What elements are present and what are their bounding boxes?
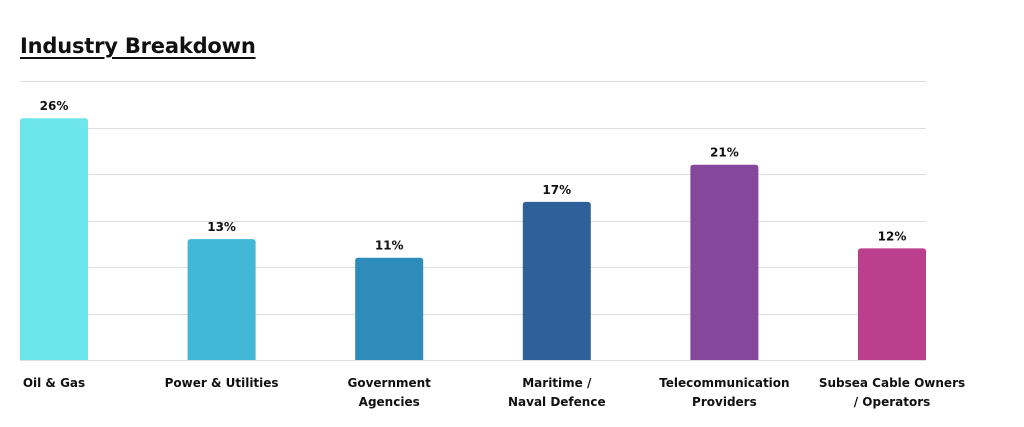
- x-tick-label: Power & Utilities: [165, 376, 279, 390]
- chart-title: Industry Breakdown: [20, 34, 256, 58]
- bar-value-label: 21%: [710, 146, 739, 160]
- x-tick-label: Oil & Gas: [23, 376, 85, 390]
- bar-value-label: 26%: [40, 99, 69, 113]
- data-labels: 26% 13% 11% 17% 21% 12%: [40, 99, 907, 253]
- bar-value-label: 11%: [375, 239, 404, 253]
- bar: [522, 201, 591, 360]
- bar-value-label: 12%: [878, 229, 907, 243]
- x-axis-labels: Oil & Gas Power & Utilities Government Agen…: [23, 376, 965, 409]
- x-tick-label: Maritime / Naval Defence: [508, 376, 606, 409]
- x-tick-label: Telecommunication Providers: [659, 376, 789, 409]
- bar: [690, 164, 759, 360]
- bar-value-label: 17%: [542, 183, 571, 197]
- bar: [355, 257, 424, 360]
- x-tick-label: Subsea Cable Owners / Operators: [819, 376, 965, 409]
- bar: [187, 239, 256, 360]
- bars: [20, 118, 926, 360]
- gridlines: [20, 81, 926, 361]
- bar-value-label: 13%: [207, 220, 236, 234]
- x-tick-label: Government Agencies: [347, 376, 431, 409]
- bar: [858, 248, 926, 360]
- bar: [20, 118, 88, 360]
